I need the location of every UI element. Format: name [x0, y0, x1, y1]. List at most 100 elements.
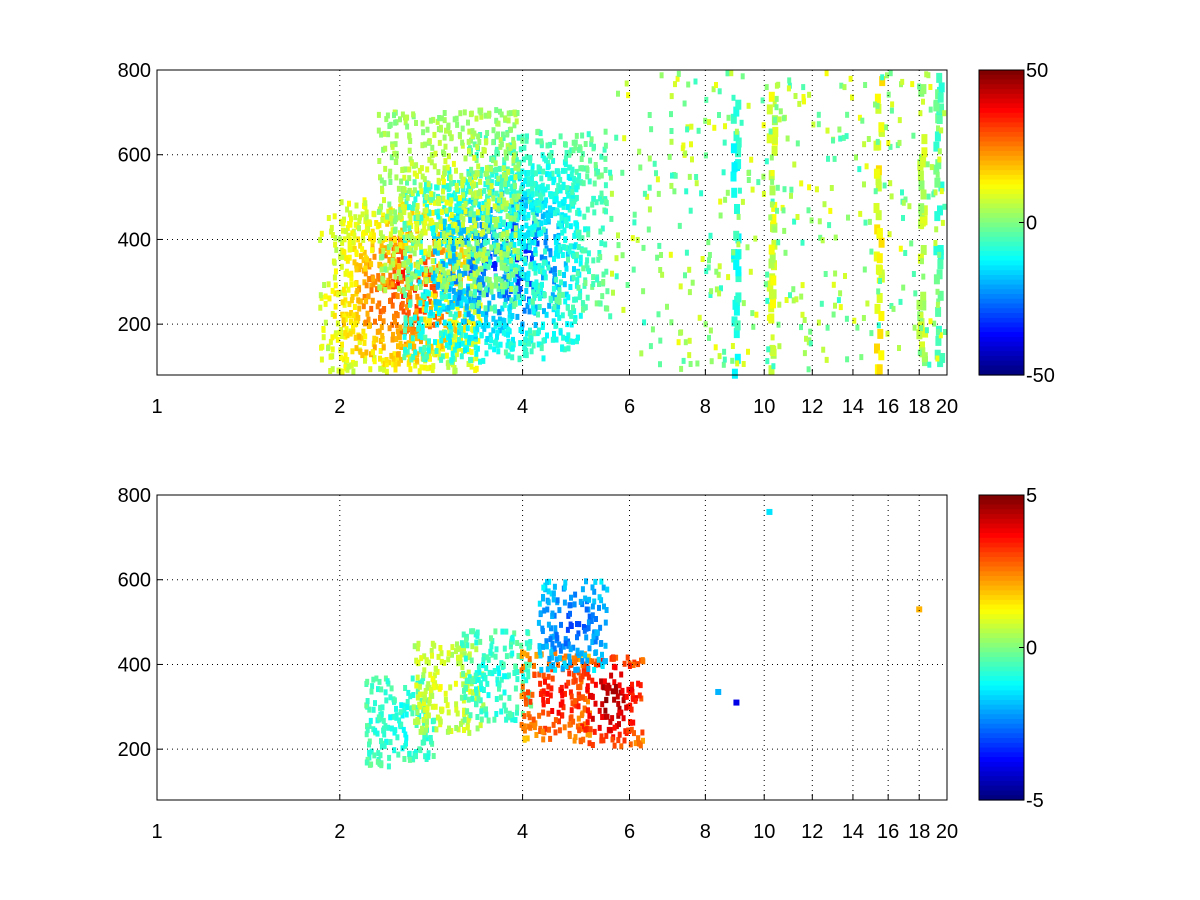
heatmap-cell: [861, 315, 866, 321]
heatmap-cell: [459, 335, 464, 342]
heatmap-cell: [412, 201, 416, 208]
heatmap-cell: [545, 332, 549, 339]
heatmap-cell: [432, 321, 437, 328]
heatmap-cell: [430, 144, 435, 151]
heatmap-cell: [419, 230, 424, 237]
heatmap-cell: [539, 254, 544, 261]
heatmap-cell: [480, 322, 485, 329]
heatmap-cell: [541, 736, 546, 743]
heatmap-cell: [937, 251, 942, 258]
heatmap-cell: [420, 725, 424, 732]
heatmap-cell: [886, 140, 891, 147]
heatmap-cell: [515, 676, 520, 683]
heatmap-cell: [504, 653, 509, 660]
heatmap-cell: [844, 315, 849, 322]
heatmap-cell: [526, 711, 531, 718]
heatmap-cell: [579, 156, 584, 162]
heatmap-cell: [439, 337, 444, 344]
heatmap-cell: [436, 653, 441, 660]
heatmap-cell: [735, 272, 742, 283]
heatmap-cell: [385, 678, 390, 685]
heatmap-cell: [576, 684, 581, 691]
heatmap-cell: [482, 147, 487, 154]
heatmap-cell: [464, 637, 468, 644]
heatmap-cell: [574, 251, 579, 258]
heatmap-cell: [457, 195, 462, 202]
heatmap-cell: [363, 265, 368, 272]
heatmap-cell: [800, 239, 805, 246]
heatmap-cell: [392, 697, 397, 704]
heatmap-cell: [668, 251, 673, 258]
heatmap-cell: [593, 578, 598, 585]
heatmap-cell: [394, 336, 399, 343]
heatmap-cell: [473, 174, 478, 181]
heatmap-cell: [437, 318, 442, 325]
heatmap-cell: [367, 761, 372, 768]
heatmap-cell: [415, 214, 420, 221]
heatmap-cell: [470, 191, 475, 198]
heatmap-cell: [463, 238, 468, 245]
heatmap-cell: [471, 171, 476, 178]
heatmap-cell: [563, 579, 568, 586]
heatmap-cell: [431, 683, 436, 690]
heatmap-cell: [545, 579, 549, 586]
heatmap-cell: [419, 697, 424, 704]
heatmap-cell: [580, 247, 585, 254]
heatmap-cell: [474, 689, 479, 696]
heatmap-cell: [383, 287, 388, 293]
heatmap-cell: [349, 310, 354, 316]
heatmap-cell: [424, 207, 429, 214]
heatmap-cell: [708, 327, 713, 334]
heatmap-cell: [435, 714, 440, 721]
colorbar-segment: [979, 74, 1024, 81]
heatmap-cell: [390, 281, 395, 288]
heatmap-cell: [477, 139, 482, 145]
heatmap-cell: [367, 219, 372, 226]
heatmap-cell: [736, 213, 741, 220]
heatmap-cell: [459, 353, 464, 360]
heatmap-cell: [413, 196, 418, 203]
heatmap-cell: [509, 237, 514, 244]
colorbar-segment: [979, 284, 1024, 290]
heatmap-cell: [594, 616, 598, 622]
heatmap-cell: [547, 174, 552, 181]
heatmap-cell: [885, 330, 890, 337]
heatmap-cell: [793, 93, 798, 99]
heatmap-cell: [561, 203, 566, 210]
heatmap-cell: [524, 137, 529, 144]
heatmap-cell: [510, 345, 515, 352]
heatmap-cell: [845, 356, 850, 363]
heatmap-cell: [434, 348, 439, 354]
heatmap-cell: [467, 339, 471, 346]
heatmap-cell: [533, 322, 538, 328]
heatmap-cell: [498, 232, 503, 239]
heatmap-cell: [797, 100, 802, 107]
heatmap-cell: [802, 350, 807, 357]
heatmap-cell: [412, 250, 417, 257]
heatmap-cell: [472, 270, 477, 277]
heatmap-cell: [459, 645, 464, 652]
heatmap-cell: [498, 341, 503, 348]
heatmap-cell: [491, 315, 496, 322]
heatmap-cell: [419, 334, 424, 341]
heatmap-cell: [429, 284, 434, 291]
heatmap-cell: [392, 747, 397, 754]
heatmap-cell: [538, 680, 543, 687]
heatmap-cell: [690, 156, 694, 163]
heatmap-cell: [588, 157, 593, 164]
heatmap-cell: [433, 313, 438, 320]
heatmap-cell: [421, 306, 426, 313]
heatmap-cell: [376, 208, 381, 215]
heatmap-cell: [568, 243, 573, 250]
heatmap-cell: [469, 349, 474, 356]
heatmap-cell: [492, 716, 497, 723]
heatmap-cell: [530, 186, 535, 192]
heatmap-cell: [466, 171, 471, 177]
heatmap-cell: [551, 590, 556, 597]
heatmap-cell: [384, 361, 389, 368]
heatmap-cell: [876, 228, 883, 238]
heatmap-cell: [601, 584, 606, 591]
heatmap-cell: [641, 288, 646, 295]
heatmap-cell: [587, 731, 592, 738]
heatmap-cell: [603, 241, 608, 248]
